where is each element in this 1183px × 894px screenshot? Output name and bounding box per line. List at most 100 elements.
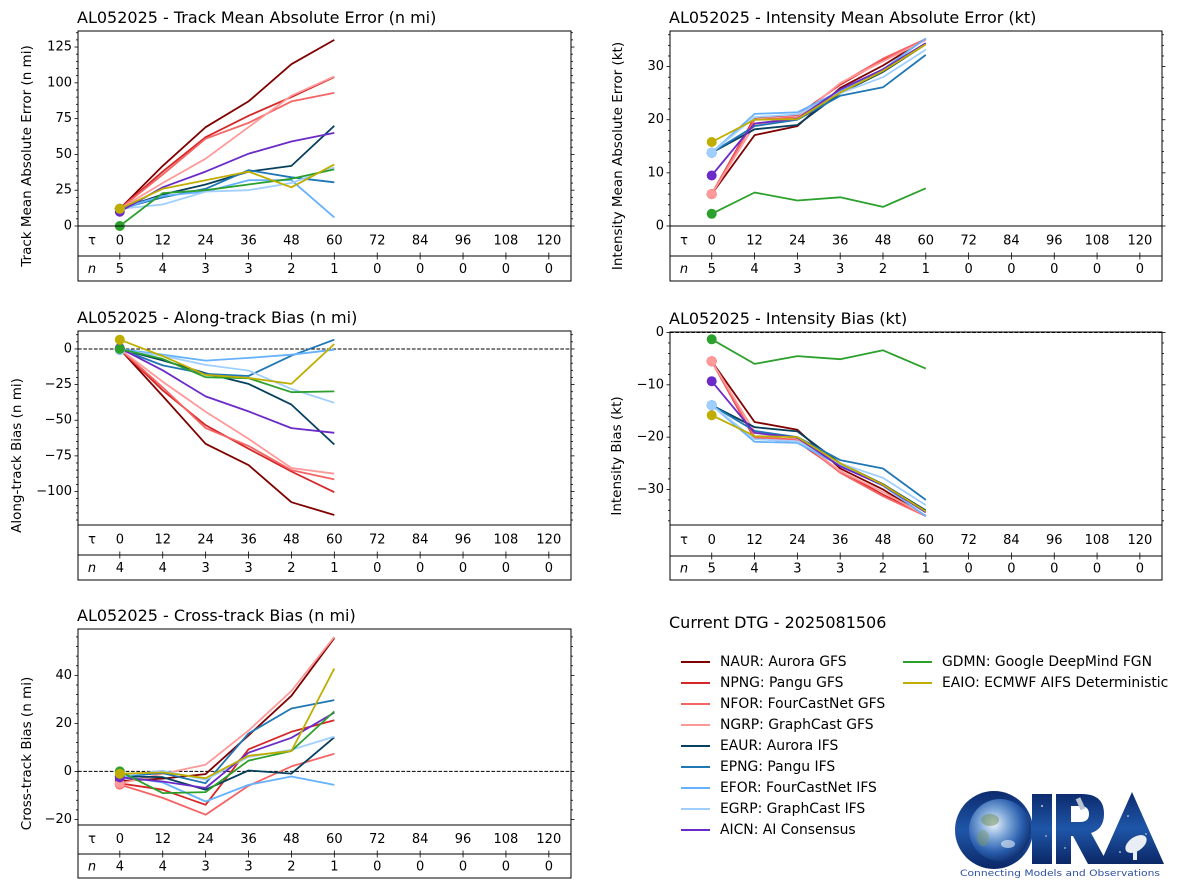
legend-title: Current DTG - 2025081506 <box>669 613 887 632</box>
marker-gdmn <box>706 208 717 219</box>
chart-panel-track-mae: AL052025 - Track Mean Absolute Error (n … <box>19 8 575 282</box>
legend-label: EFOR: FourCastNet IFS <box>720 779 877 796</box>
legend-column-2: GDMN: Google DeepMind FGN EAIO: ECMWF AI… <box>903 651 1168 693</box>
y-axis-label: Cross-track Bias (n mi) <box>19 677 35 830</box>
marker-aicn <box>706 376 717 387</box>
legend-swatch <box>681 828 710 831</box>
chart-panel-intensity-mae: AL052025 - Intensity Mean Absolute Error… <box>610 8 1166 282</box>
legend-swatch <box>681 765 710 768</box>
n-count: 0 <box>1136 262 1144 277</box>
series-line-naur <box>119 39 335 210</box>
n-count: 2 <box>879 562 887 577</box>
n-count: 1 <box>922 262 930 277</box>
tau-tick-label: 60 <box>918 234 935 249</box>
series-line-ngrp <box>119 636 336 785</box>
tau-tick-label: 120 <box>536 832 561 847</box>
legend-label: EGRP: GraphCast IFS <box>720 800 866 817</box>
marker-gdmn <box>114 344 125 354</box>
legend-item: NGRP: GraphCast GFS <box>681 714 885 735</box>
series-line-gdmn <box>119 168 335 227</box>
series-line-eaur <box>119 125 335 210</box>
series-line-gdmn <box>119 348 335 394</box>
axes-frame <box>77 628 572 879</box>
n-count: 0 <box>373 860 381 875</box>
chart-title: AL052025 - Along-track Bias (n mi) <box>77 308 357 327</box>
chart-title: AL052025 - Intensity Mean Absolute Error… <box>669 8 1036 27</box>
y-tick-label: 10 <box>647 165 664 180</box>
y-tick-label: −25 <box>45 377 72 392</box>
n-count: 0 <box>1050 262 1058 277</box>
tau-tick-label: 108 <box>494 234 519 249</box>
tau-tick-label: 12 <box>154 832 171 847</box>
n-count: 0 <box>964 562 972 577</box>
series-line-eaio <box>119 163 335 210</box>
tau-tick-label: 72 <box>369 832 386 847</box>
axes-frame <box>77 330 572 581</box>
marker-eaio <box>114 203 125 214</box>
legend-label: EPNG: Pangu IFS <box>720 758 836 775</box>
chart-title: AL052025 - Intensity Bias (kt) <box>669 309 907 328</box>
y-tick-label: 50 <box>55 147 72 162</box>
tau-row-symbol: τ <box>680 234 688 249</box>
y-axis-label: Track Mean Absolute Error (n mi) <box>19 45 35 267</box>
y-tick-label: 25 <box>55 183 72 198</box>
y-tick-label: −20 <box>45 812 72 827</box>
legend-column-1: NAUR: Aurora GFS NPNG: Pangu GFS NFOR: F… <box>681 651 885 840</box>
marker-eaio <box>706 137 717 147</box>
stars-decoration <box>1041 805 1147 853</box>
y-tick-label: 20 <box>647 112 664 127</box>
n-count: 3 <box>836 262 844 277</box>
tau-tick-label: 24 <box>197 533 214 548</box>
logo-tagline: Connecting Models and Observations <box>960 869 1160 879</box>
n-count: 4 <box>159 262 167 277</box>
n-count: 5 <box>708 562 716 577</box>
y-tick-label: 0 <box>64 764 72 779</box>
tau-row-symbol: τ <box>680 533 688 548</box>
n-count: 3 <box>793 562 801 577</box>
chart-panel-intensity-bias: AL052025 - Intensity Bias (kt) Intensity … <box>609 309 1166 581</box>
tau-tick-label: 108 <box>494 832 519 847</box>
tau-tick-label: 120 <box>536 533 561 548</box>
marker-aicn <box>706 170 717 181</box>
tau-tick-label: 24 <box>197 832 214 847</box>
series-line-aicn <box>119 711 335 789</box>
axes-frame <box>77 30 572 282</box>
tau-tick-label: 96 <box>455 234 472 249</box>
cira-logo: CIRA Connecting Models and Observations <box>955 791 1164 879</box>
series-line-eaio <box>711 414 927 513</box>
n-count: 0 <box>459 561 467 576</box>
tau-tick-label: 24 <box>789 234 806 249</box>
series-line-nfor <box>119 348 335 481</box>
tau-tick-label: 12 <box>154 234 171 249</box>
tau-tick-label: 12 <box>154 533 171 548</box>
tau-tick-label: 120 <box>1127 234 1152 249</box>
tau-tick-label: 36 <box>832 234 849 249</box>
series-line-epng <box>711 404 927 501</box>
tau-tick-label: 72 <box>369 533 386 548</box>
tau-tick-label: 108 <box>494 533 519 548</box>
n-count: 0 <box>545 860 553 875</box>
marker-ngrp <box>706 189 717 200</box>
n-count: 0 <box>502 262 510 277</box>
tau-tick-label: 60 <box>326 234 343 249</box>
y-tick-label: 40 <box>55 668 72 683</box>
legend-item: EFOR: FourCastNet IFS <box>681 777 885 798</box>
satellite-icon <box>1075 797 1086 811</box>
tau-tick-label: 96 <box>455 533 472 548</box>
series-line-ngrp <box>119 75 335 210</box>
n-count: 0 <box>373 561 381 576</box>
series-line-gdmn <box>119 710 335 794</box>
logo-letter-i <box>1032 794 1052 864</box>
y-axis-label: Intensity Bias (kt) <box>609 396 625 515</box>
y-tick-label: 100 <box>47 75 72 90</box>
n-row-symbol: n <box>680 562 688 577</box>
tau-tick-label: 60 <box>918 533 935 548</box>
y-tick-label: −10 <box>637 377 664 392</box>
legend-swatch <box>681 702 710 705</box>
tau-tick-label: 108 <box>1085 533 1110 548</box>
y-tick-label: 75 <box>55 111 72 126</box>
n-row-symbol: n <box>88 561 96 576</box>
series-line-eaio <box>119 668 336 780</box>
n-count: 4 <box>750 262 758 277</box>
y-tick-label: 30 <box>647 59 664 74</box>
